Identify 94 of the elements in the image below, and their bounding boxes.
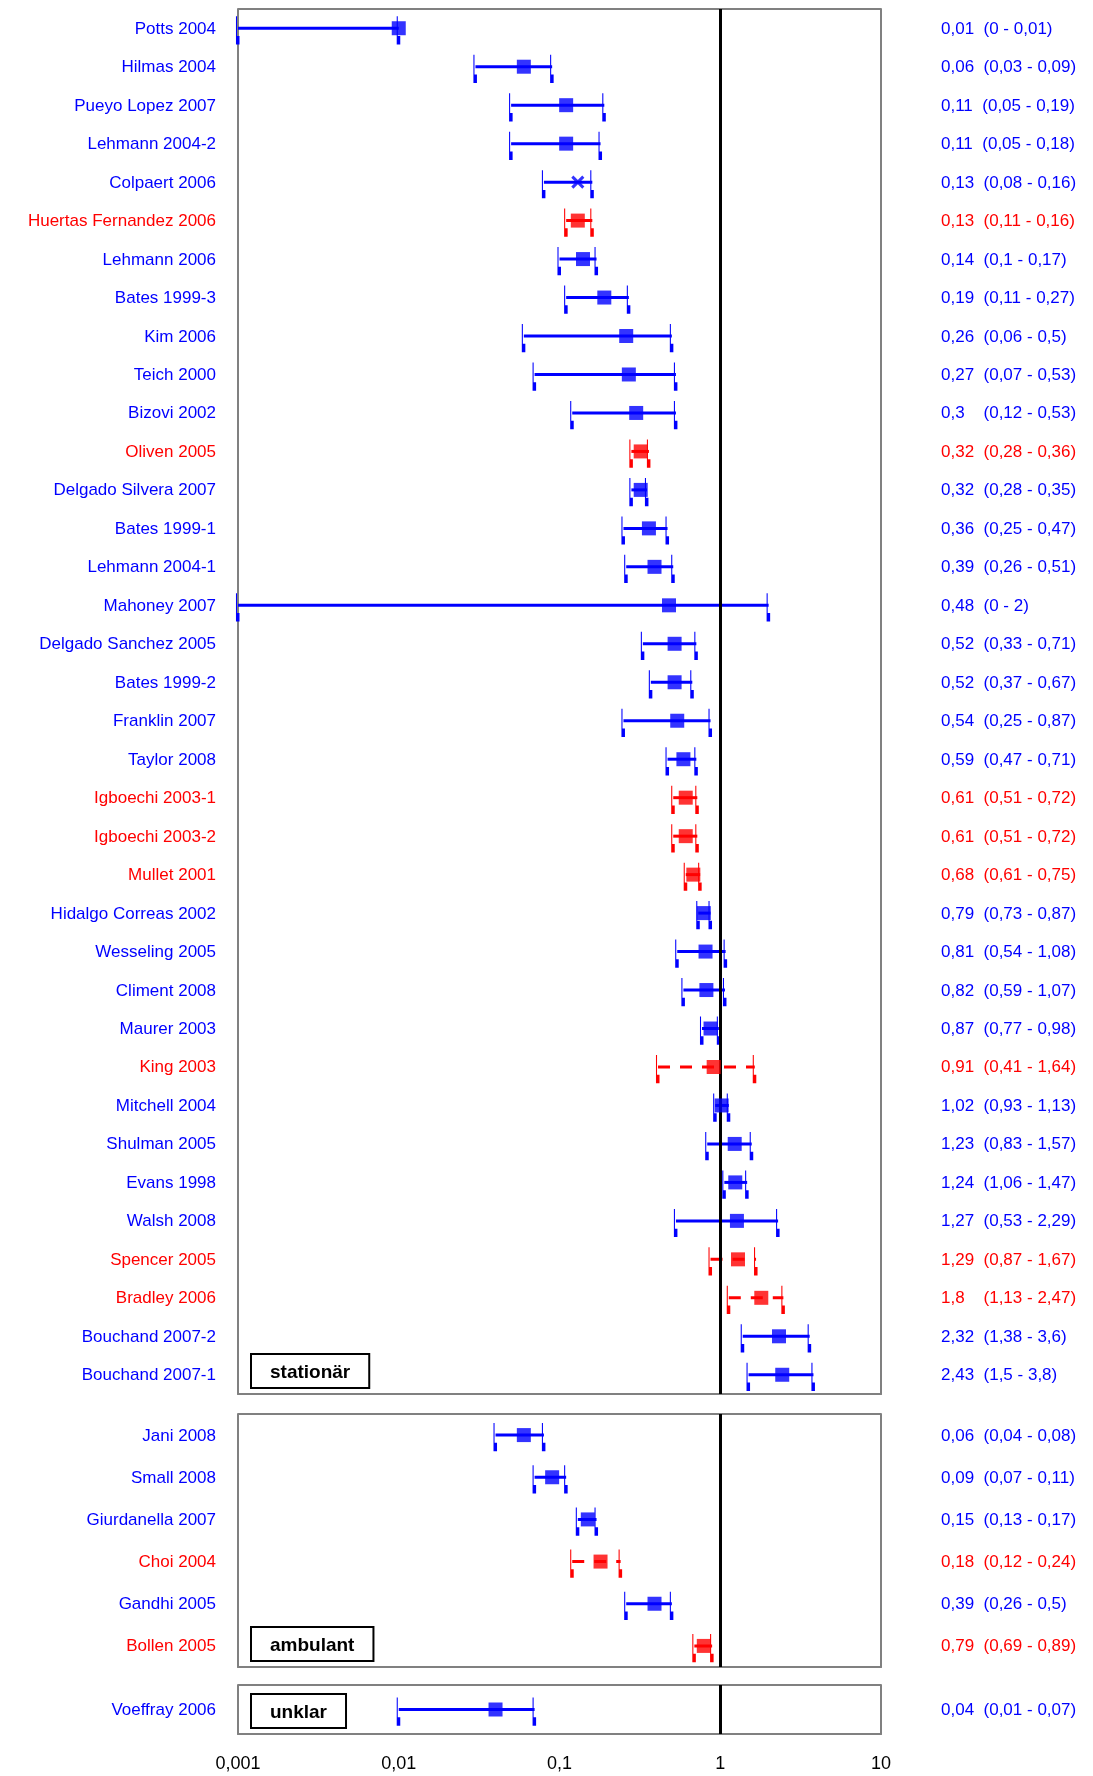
text: 0,36 (0,25 - 0,47) (941, 518, 1077, 538)
y-tick-label: Lehmann 2004-1 (87, 557, 216, 577)
y-tick-label: Bouchand 2007-2 (81, 1326, 216, 1346)
text: 1,24 (1,06 - 1,47) (941, 1172, 1077, 1192)
annotation: ambulant (270, 1634, 356, 1655)
text: 0,13 (0,08 - 0,16) (941, 172, 1077, 192)
y-tick-label: Hilmas 2004 (121, 57, 216, 77)
text: 0,39 (0,26 - 0,5) (941, 1594, 1067, 1614)
text: 0,06 (0,03 - 0,09) (941, 57, 1077, 77)
text: 0,11 (0,05 - 0,18) (941, 134, 1075, 154)
text: 0,26 (0,06 - 0,5) (941, 326, 1067, 346)
y-tick-label: Mitchell 2004 (115, 1095, 216, 1115)
y-tick-label: Taylor 2008 (128, 749, 216, 769)
text: 0,61 (0,51 - 0,72) (941, 826, 1077, 846)
text: 0,61 (0,51 - 0,72) (941, 788, 1077, 808)
y-tick-label: Lehmann 2006 (102, 249, 216, 269)
y-tick-label: Oliven 2005 (125, 441, 216, 461)
text: 1,29 (0,87 - 1,67) (941, 1249, 1077, 1269)
y-tick-label: Franklin 2007 (112, 711, 216, 731)
y-tick-label: King 2003 (139, 1057, 216, 1077)
y-tick-label: Bates 1999-1 (114, 518, 216, 538)
y-tick-label: Bizovi 2002 (128, 403, 216, 423)
text: 0,32 (0,28 - 0,35) (941, 480, 1077, 500)
x-tick-label: 0,01 (381, 1753, 417, 1773)
y-tick-label: Small 2008 (130, 1467, 216, 1487)
text: 2,43 (1,5 - 3,8) (941, 1365, 1058, 1385)
y-tick-label: Gandhi 2005 (118, 1594, 216, 1614)
text: 0,27 (0,07 - 0,53) (941, 364, 1077, 384)
y-tick-label: Potts 2004 (134, 18, 216, 38)
y-tick-label: Spencer 2005 (110, 1249, 216, 1269)
text: 0,79 (0,73 - 0,87) (941, 903, 1077, 923)
y-tick-label: Shulman 2005 (106, 1134, 216, 1154)
y-tick-label: Voeffray 2006 (111, 1700, 216, 1719)
text: 0,32 (0,28 - 0,36) (941, 441, 1077, 461)
text: 0,91 (0,41 - 1,64) (941, 1057, 1077, 1077)
text: 1,8 (1,13 - 2,47) (941, 1288, 1077, 1308)
text: 0,54 (0,25 - 0,87) (941, 711, 1077, 731)
y-tick-label: Hidalgo Correas 2002 (50, 903, 216, 923)
y-tick-label: Jani 2008 (142, 1425, 216, 1445)
x-tick-label: 0,001 (215, 1753, 261, 1773)
y-tick-label: Kim 2006 (144, 326, 216, 346)
x-tick-label: 10 (870, 1753, 892, 1773)
text: 0,52 (0,33 - 0,71) (941, 634, 1077, 654)
text: 0,04 (0,01 - 0,07) (941, 1700, 1077, 1719)
y-tick-label: Wesseling 2005 (95, 942, 216, 962)
y-tick-label: Igboechi 2003-1 (94, 788, 216, 808)
text: 0,52 (0,37 - 0,67) (941, 672, 1077, 692)
text: 0,15 (0,13 - 0,17) (941, 1509, 1077, 1529)
y-tick-label: Giurdanella 2007 (86, 1509, 216, 1529)
y-tick-label: Lehmann 2004-2 (87, 134, 216, 154)
x-tick-label: 0,1 (546, 1753, 573, 1773)
text: 2,32 (1,38 - 3,6) (941, 1326, 1067, 1346)
text: 0,19 (0,11 - 0,27) (941, 288, 1075, 308)
y-tick-label: Climent 2008 (115, 980, 216, 1000)
y-tick-label: Bates 1999-3 (114, 288, 216, 308)
y-tick-label: Choi 2004 (138, 1552, 216, 1572)
y-tick-label: Colpaert 2006 (109, 172, 216, 192)
text: 0,01 (0 - 0,01) (941, 18, 1053, 38)
text: 0,11 (0,05 - 0,19) (941, 95, 1075, 115)
y-tick-label: Teich 2000 (133, 364, 216, 384)
annotation: unklar (270, 1701, 328, 1722)
text: 0,81 (0,54 - 1,08) (941, 942, 1077, 962)
y-tick-label: Bouchand 2007-1 (81, 1365, 216, 1385)
y-tick-label: Pueyo Lopez 2007 (74, 95, 216, 115)
text: 0,14 (0,1 - 0,17) (941, 249, 1067, 269)
text: 0,18 (0,12 - 0,24) (941, 1552, 1077, 1572)
y-tick-label: Bradley 2006 (115, 1288, 216, 1308)
y-tick-label: Mahoney 2007 (103, 595, 216, 615)
y-tick-label: Walsh 2008 (126, 1211, 216, 1231)
y-tick-label: Evans 1998 (126, 1172, 216, 1192)
y-tick-label: Mullet 2001 (128, 865, 216, 885)
text: 0,48 (0 - 2) (941, 595, 1029, 615)
y-tick-label: Delgado Sanchez 2005 (39, 634, 216, 654)
text: 0,79 (0,69 - 0,89) (941, 1636, 1077, 1656)
annotation: stationär (270, 1361, 351, 1382)
y-tick-label: Huertas Fernandez 2006 (27, 211, 216, 231)
text: 1,27 (0,53 - 2,29) (941, 1211, 1077, 1231)
y-tick-label: Bates 1999-2 (114, 672, 216, 692)
text: 1,23 (0,83 - 1,57) (941, 1134, 1077, 1154)
text: 0,87 (0,77 - 0,98) (941, 1019, 1077, 1039)
y-tick-label: Bollen 2005 (126, 1636, 216, 1656)
y-tick-label: Delgado Silvera 2007 (53, 480, 216, 500)
text: 0,13 (0,11 - 0,16) (941, 211, 1075, 231)
text: 0,82 (0,59 - 1,07) (941, 980, 1077, 1000)
y-tick-label: Igboechi 2003-2 (94, 826, 216, 846)
text: 0,06 (0,04 - 0,08) (941, 1425, 1077, 1445)
text: 0,68 (0,61 - 0,75) (941, 865, 1077, 885)
y-tick-label: Maurer 2003 (119, 1019, 216, 1039)
text: 1,02 (0,93 - 1,13) (941, 1095, 1077, 1115)
text: 0,39 (0,26 - 0,51) (941, 557, 1077, 577)
text: 0,09 (0,07 - 0,11) (941, 1467, 1075, 1487)
x-tick-label: 1 (715, 1753, 726, 1773)
text: 0,59 (0,47 - 0,71) (941, 749, 1077, 769)
text: 0,3 (0,12 - 0,53) (941, 403, 1077, 423)
